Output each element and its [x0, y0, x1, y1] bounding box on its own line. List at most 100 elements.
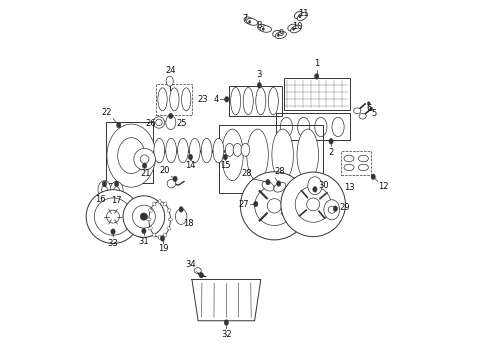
- Ellipse shape: [114, 187, 120, 194]
- Ellipse shape: [297, 12, 307, 21]
- Text: 22: 22: [101, 108, 112, 117]
- Ellipse shape: [358, 155, 368, 162]
- Ellipse shape: [231, 87, 241, 115]
- Ellipse shape: [142, 228, 146, 234]
- Ellipse shape: [315, 73, 319, 79]
- Text: 19: 19: [158, 244, 169, 253]
- Ellipse shape: [190, 138, 200, 163]
- Ellipse shape: [293, 28, 294, 31]
- Ellipse shape: [224, 320, 228, 325]
- Ellipse shape: [324, 200, 340, 220]
- Text: 4: 4: [213, 95, 219, 104]
- Ellipse shape: [371, 174, 375, 180]
- Ellipse shape: [258, 24, 267, 31]
- Ellipse shape: [166, 76, 173, 86]
- Ellipse shape: [244, 17, 253, 24]
- Ellipse shape: [333, 206, 338, 211]
- Ellipse shape: [344, 155, 354, 162]
- Ellipse shape: [148, 227, 152, 230]
- Ellipse shape: [118, 138, 145, 174]
- Text: 17: 17: [111, 196, 122, 205]
- Ellipse shape: [297, 129, 318, 181]
- Ellipse shape: [158, 88, 167, 111]
- Ellipse shape: [267, 199, 282, 213]
- Text: 21: 21: [140, 169, 150, 178]
- Ellipse shape: [117, 122, 121, 128]
- Ellipse shape: [272, 129, 294, 181]
- Ellipse shape: [262, 181, 274, 191]
- Ellipse shape: [221, 129, 243, 181]
- Text: 24: 24: [165, 66, 175, 75]
- Text: 13: 13: [344, 183, 354, 192]
- Ellipse shape: [107, 210, 120, 223]
- Ellipse shape: [266, 179, 270, 185]
- Text: 26: 26: [146, 119, 156, 128]
- Ellipse shape: [328, 206, 335, 213]
- Text: 25: 25: [176, 119, 187, 128]
- Text: 33: 33: [108, 239, 119, 248]
- Text: 3: 3: [257, 69, 262, 78]
- Text: 34: 34: [185, 260, 196, 269]
- Ellipse shape: [173, 176, 177, 182]
- Ellipse shape: [254, 201, 258, 207]
- Ellipse shape: [359, 113, 366, 119]
- Ellipse shape: [354, 108, 361, 114]
- Ellipse shape: [168, 80, 172, 85]
- Ellipse shape: [168, 218, 172, 221]
- Ellipse shape: [274, 182, 286, 192]
- Ellipse shape: [358, 164, 368, 171]
- Text: 31: 31: [139, 237, 149, 246]
- Ellipse shape: [277, 34, 279, 36]
- Ellipse shape: [280, 117, 293, 136]
- Ellipse shape: [152, 202, 156, 206]
- Ellipse shape: [132, 205, 155, 228]
- Ellipse shape: [297, 117, 310, 136]
- Text: 14: 14: [185, 161, 196, 170]
- Ellipse shape: [276, 181, 281, 186]
- Ellipse shape: [123, 196, 165, 237]
- Ellipse shape: [344, 164, 354, 171]
- Ellipse shape: [332, 117, 344, 136]
- Text: 18: 18: [183, 220, 193, 229]
- Ellipse shape: [101, 186, 107, 193]
- Ellipse shape: [86, 190, 140, 243]
- Text: 30: 30: [318, 181, 329, 190]
- Ellipse shape: [308, 177, 322, 195]
- Ellipse shape: [294, 12, 303, 19]
- Ellipse shape: [275, 32, 287, 39]
- Text: 10: 10: [292, 22, 302, 31]
- Text: 8: 8: [256, 21, 261, 30]
- Text: 15: 15: [220, 161, 230, 170]
- Ellipse shape: [148, 209, 152, 212]
- Ellipse shape: [213, 138, 224, 163]
- Ellipse shape: [240, 172, 309, 240]
- Ellipse shape: [167, 227, 171, 230]
- Ellipse shape: [307, 198, 319, 211]
- Ellipse shape: [224, 96, 229, 102]
- Ellipse shape: [167, 179, 176, 188]
- Text: 1: 1: [314, 59, 319, 68]
- Ellipse shape: [140, 213, 147, 220]
- Ellipse shape: [368, 102, 370, 105]
- Text: 16: 16: [96, 195, 106, 204]
- Text: 23: 23: [197, 95, 208, 104]
- Ellipse shape: [233, 143, 242, 156]
- Ellipse shape: [246, 18, 258, 25]
- Ellipse shape: [329, 139, 333, 144]
- Text: 20: 20: [159, 166, 170, 175]
- Ellipse shape: [153, 117, 165, 128]
- Ellipse shape: [262, 28, 265, 31]
- Text: 2: 2: [328, 148, 334, 157]
- Ellipse shape: [315, 117, 327, 136]
- Ellipse shape: [194, 268, 201, 273]
- Text: 7: 7: [243, 14, 247, 23]
- Ellipse shape: [158, 235, 161, 239]
- Ellipse shape: [115, 181, 119, 187]
- Ellipse shape: [272, 30, 282, 37]
- Ellipse shape: [147, 218, 151, 221]
- Ellipse shape: [247, 129, 269, 181]
- Ellipse shape: [160, 236, 165, 241]
- Ellipse shape: [299, 15, 301, 18]
- Ellipse shape: [102, 181, 107, 187]
- Ellipse shape: [248, 21, 251, 23]
